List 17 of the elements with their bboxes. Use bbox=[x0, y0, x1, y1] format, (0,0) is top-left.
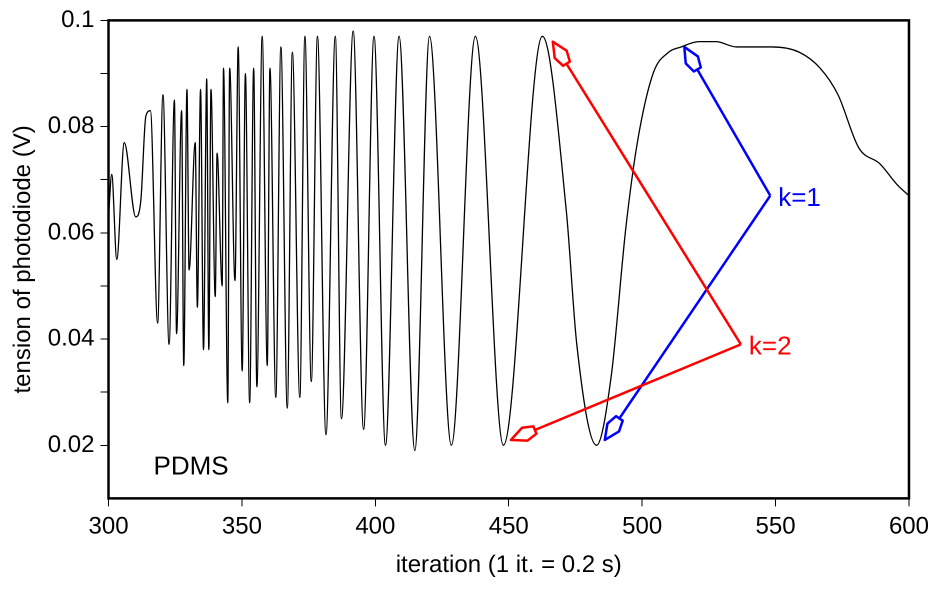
y-tick-label: 0.04 bbox=[48, 324, 95, 352]
x-tick-label: 450 bbox=[488, 512, 529, 540]
annotation: PDMS bbox=[154, 450, 229, 481]
y-tick-label: 0.02 bbox=[48, 430, 95, 458]
x-tick-label: 400 bbox=[355, 512, 396, 540]
x-tick-label: 500 bbox=[622, 512, 662, 540]
annotation: k=1 bbox=[778, 182, 821, 212]
x-tick-label: 550 bbox=[756, 512, 796, 540]
y-tick-label: 0.1 bbox=[61, 6, 95, 34]
annotation: k=2 bbox=[748, 330, 792, 361]
x-tick-label: 600 bbox=[888, 512, 929, 540]
y-axis-title: tension of photodiode (V) bbox=[9, 125, 36, 394]
y-tick-label: 0.06 bbox=[48, 218, 95, 246]
x-tick-label: 300 bbox=[88, 512, 129, 540]
y-tick-label: 0.08 bbox=[48, 112, 95, 140]
x-axis-title: iteration (1 it. = 0.2 s) bbox=[396, 551, 622, 578]
x-tick-label: 350 bbox=[222, 512, 262, 540]
